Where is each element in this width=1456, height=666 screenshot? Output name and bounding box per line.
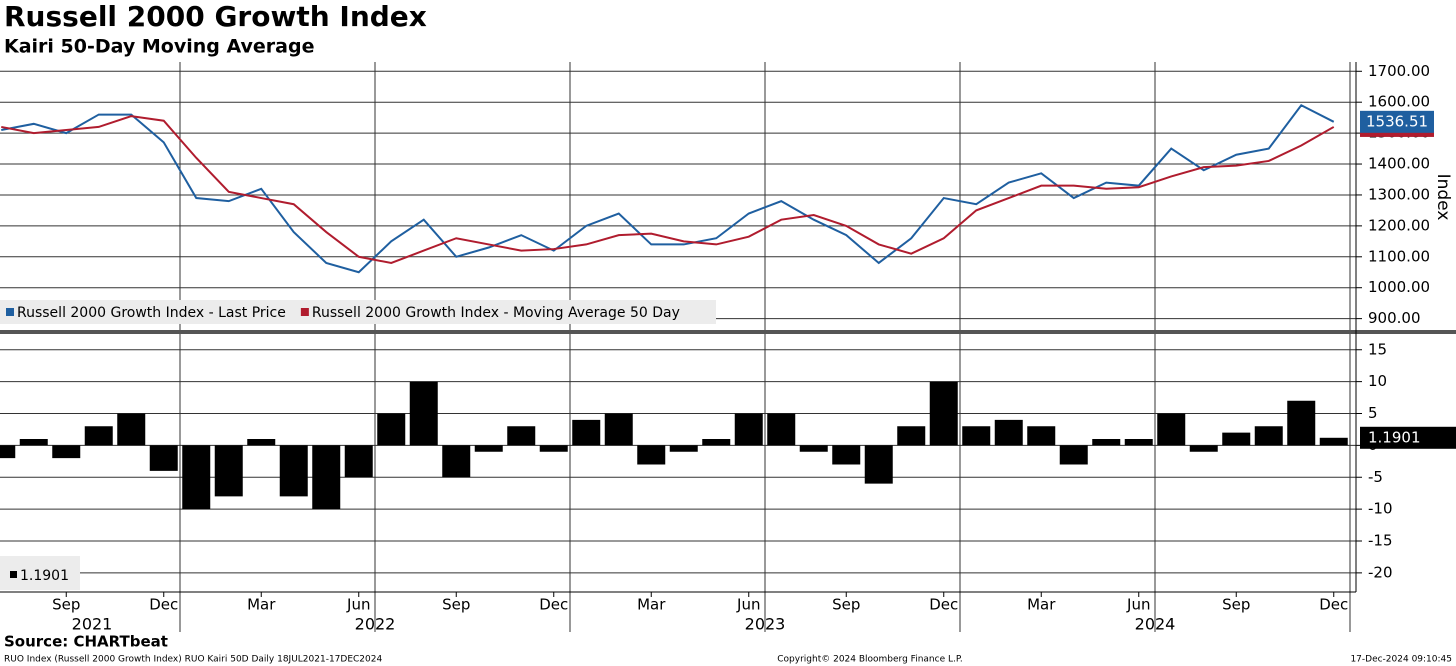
x-tick-label: Dec: [929, 596, 958, 614]
y-tick-label: 1700.00: [1368, 62, 1430, 80]
last-value-label: 1536.51: [1366, 112, 1428, 130]
bar: [1254, 426, 1283, 446]
x-tick-label: Sep: [442, 596, 470, 614]
x-tick-label: Mar: [637, 596, 666, 614]
bar: [864, 445, 893, 484]
bar: [799, 445, 828, 452]
legend-swatch: [6, 308, 14, 316]
bar: [1157, 413, 1186, 446]
last-value-box: [1360, 426, 1456, 449]
y-tick-label: 900.00: [1368, 309, 1421, 327]
bar: [1059, 445, 1088, 465]
footer-center: Copyright© 2024 Bloomberg Finance L.P.: [777, 655, 962, 665]
bar: [84, 426, 113, 446]
x-year-label: 2024: [1135, 615, 1176, 634]
bar: [117, 413, 146, 446]
legend-swatch: [10, 571, 17, 578]
legend-label: Russell 2000 Growth Index - Last Price: [17, 305, 286, 321]
bar: [1287, 400, 1316, 446]
legend-label: Russell 2000 Growth Index - Moving Avera…: [312, 305, 680, 321]
bar: [702, 439, 731, 446]
legend-swatch: [300, 308, 309, 316]
x-tick-label: Jun: [1126, 596, 1150, 614]
bar: [832, 445, 861, 465]
bar: [247, 439, 276, 446]
bar: [182, 445, 211, 510]
bar: [1124, 439, 1153, 446]
bar: [637, 445, 666, 465]
chart-title: Russell 2000 Growth Index: [4, 0, 427, 33]
bar: [0, 445, 16, 459]
bar: [19, 439, 48, 446]
bar: [344, 445, 373, 478]
bar: [474, 445, 503, 452]
x-tick-label: Jun: [736, 596, 760, 614]
y-tick-label: 1100.00: [1368, 247, 1430, 265]
x-year-label: 2022: [355, 615, 396, 634]
y-tick-label: -5: [1368, 468, 1383, 486]
footer-left: RUO Index (Russell 2000 Growth Index) RU…: [4, 655, 382, 665]
bar: [1092, 439, 1121, 446]
y-tick-label: 1000.00: [1368, 278, 1430, 296]
y-tick-label: -20: [1368, 563, 1393, 581]
bar: [669, 445, 698, 452]
bar: [1027, 426, 1056, 446]
y-tick-label: 1200.00: [1368, 216, 1430, 234]
bar: [279, 445, 308, 497]
line-series: [1, 115, 1335, 265]
bar: [442, 445, 471, 478]
legend-bg: [0, 300, 716, 324]
x-tick-label: Sep: [1222, 596, 1250, 614]
x-tick-label: Sep: [832, 596, 860, 614]
bar: [1319, 437, 1348, 446]
last-value-label: 1.1901: [1368, 428, 1421, 446]
x-tick-label: Mar: [247, 596, 276, 614]
bar: [539, 445, 568, 452]
legend-label: 1.1901: [20, 568, 69, 584]
bar: [734, 413, 763, 446]
bar: [897, 426, 926, 446]
x-year-label: 2023: [745, 615, 786, 634]
y-axis-label: Index: [1433, 174, 1453, 221]
bar: [962, 426, 991, 446]
y-tick-label: 10: [1368, 372, 1387, 390]
bar: [572, 419, 601, 446]
bar: [994, 419, 1023, 446]
y-tick-label: -10: [1368, 500, 1393, 518]
footer-right: 17-Dec-2024 09:10:45: [1350, 655, 1452, 665]
source: Source: CHARTbeat: [4, 633, 168, 651]
x-tick-label: Dec: [1319, 596, 1348, 614]
bar: [377, 413, 406, 446]
bar: [52, 445, 81, 459]
y-tick-label: 1600.00: [1368, 93, 1430, 111]
bar: [409, 381, 438, 446]
x-tick-label: Jun: [346, 596, 370, 614]
x-year-label: 2021: [72, 615, 113, 634]
x-tick-label: Sep: [52, 596, 80, 614]
bar: [312, 445, 341, 510]
bar: [604, 413, 633, 446]
y-tick-label: 5: [1368, 404, 1378, 422]
y-tick-label: -15: [1368, 532, 1393, 550]
y-tick-label: 1300.00: [1368, 185, 1430, 203]
last-value-box: [1360, 110, 1434, 133]
bar: [1222, 432, 1251, 446]
bar: [149, 445, 178, 471]
bar: [214, 445, 243, 497]
line-series: [1, 104, 1335, 274]
bar: [767, 413, 796, 446]
chart-subtitle: Kairi 50-Day Moving Average: [4, 36, 314, 58]
x-tick-label: Mar: [1027, 596, 1056, 614]
y-tick-label: 15: [1368, 340, 1387, 358]
x-tick-label: Dec: [539, 596, 568, 614]
bar: [1189, 445, 1218, 452]
y-tick-label: 1400.00: [1368, 155, 1430, 173]
bar: [507, 426, 536, 446]
bar: [929, 381, 958, 446]
x-tick-label: Dec: [149, 596, 178, 614]
